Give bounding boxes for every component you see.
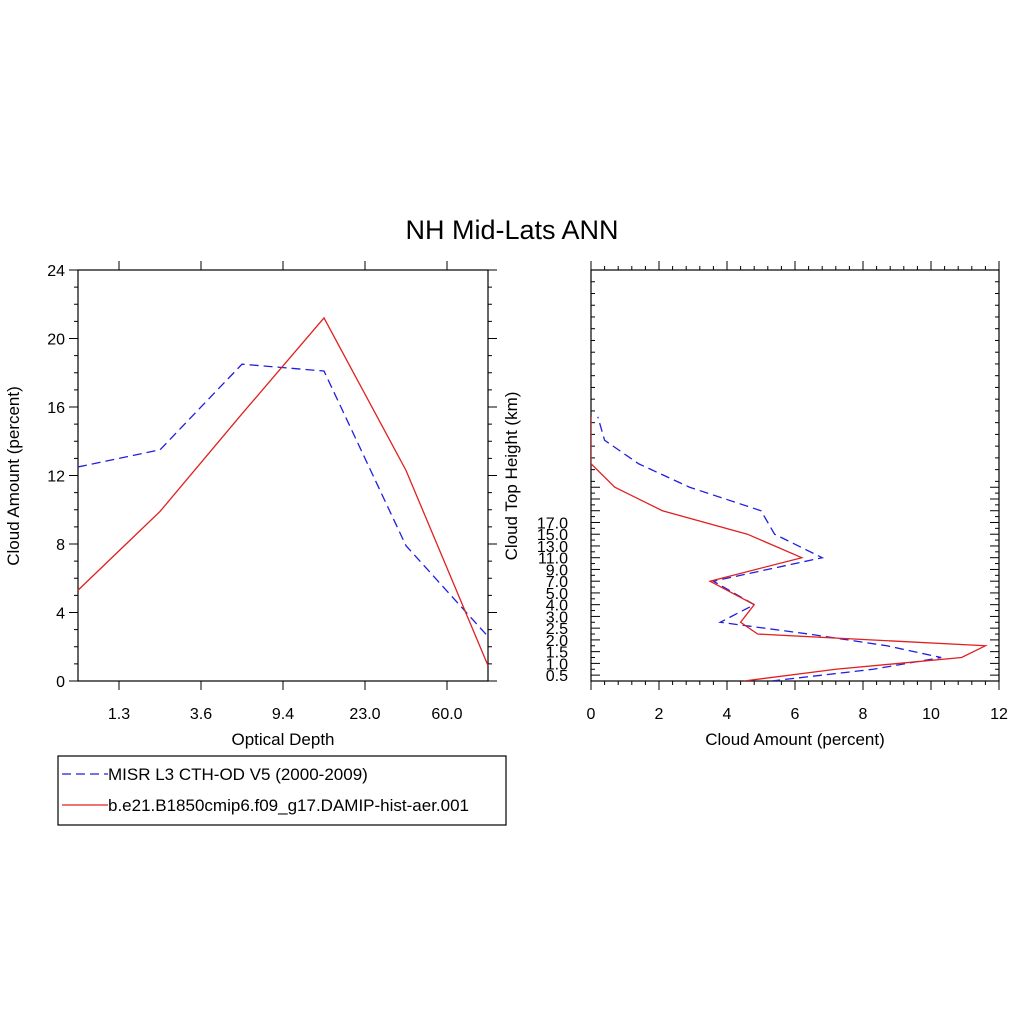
x-tick-label-right: 8 — [859, 706, 868, 723]
y-tick-label-right: 9.0 — [546, 562, 568, 579]
x-tick-label-right: 4 — [723, 706, 732, 723]
x-tick-label-left: 9.4 — [272, 706, 294, 723]
x-tick-label-right: 2 — [655, 706, 664, 723]
y-tick-label-right: 4.0 — [546, 598, 568, 615]
y-tick-label-left: 12 — [47, 469, 65, 486]
y-tick-label-right: 1.5 — [546, 645, 568, 662]
x-tick-label-left: 23.0 — [349, 706, 380, 723]
x-tick-label-right: 6 — [791, 706, 800, 723]
legend-label-obs: MISR L3 CTH-OD V5 (2000-2009) — [108, 765, 368, 784]
plot-frame-left — [77, 269, 489, 682]
y-tick-label-right: 2.5 — [546, 621, 568, 638]
y-tick-label-right: 17.0 — [537, 515, 568, 532]
y-tick-label-right: 0.5 — [546, 668, 568, 685]
y-tick-label-right: 11.0 — [538, 551, 568, 568]
y-axis-label-left: Cloud Amount (percent) — [4, 386, 23, 566]
y-tick-label-right: 5.0 — [546, 586, 568, 603]
y-tick-label-left: 4 — [56, 606, 65, 623]
y-tick-label-left: 16 — [47, 400, 65, 417]
y-tick-label-right: 3.0 — [546, 609, 568, 626]
x-tick-label-left: 1.3 — [108, 706, 130, 723]
y-tick-label-left: 0 — [56, 674, 65, 691]
y-tick-label-left: 8 — [56, 537, 65, 554]
y-tick-label-right: 1.0 — [546, 656, 568, 673]
series-line-right-obs — [597, 416, 942, 681]
y-tick-label-left: 24 — [47, 263, 65, 280]
left-series — [77, 316, 489, 666]
series-line-left-obs — [77, 363, 489, 637]
legend-box — [57, 755, 507, 826]
legend-label-model: b.e21.B1850cmip6.f09_g17.DAMIP-hist-aer.… — [108, 796, 469, 815]
x-tick-label-right: 12 — [990, 706, 1008, 723]
y-tick-label-right: 15.0 — [537, 527, 568, 544]
x-tick-label-right: 10 — [922, 706, 940, 723]
y-tick-label-left: 20 — [47, 332, 65, 349]
y-axis-label-right: Cloud Top Height (km) — [502, 392, 521, 561]
y-tick-label-right: 7.0 — [546, 574, 568, 591]
plot-frame-right — [590, 269, 1000, 682]
x-tick-label-left: 60.0 — [431, 706, 462, 723]
x-axis-label-right: Cloud Amount (percent) — [705, 730, 885, 749]
panel-optical-depth: 0 4 8 12 16 20 24 1.3 3.6 9.4 23.0 60.0 Optical Dep… — [4, 261, 497, 749]
x-tick-label-left: 3.6 — [190, 706, 212, 723]
series-line-right-model — [591, 416, 988, 681]
chart-title: NH Mid-Lats ANN — [405, 215, 618, 245]
right-series — [591, 416, 988, 681]
panel-cloud-top-height: 0 2 4 6 8 10 120.51.01.52.02.53.04.05.07.09.01… — [502, 261, 1008, 749]
left-ticks: 0 4 8 12 16 20 24 1.3 3.6 9.4 23.0 60.0 — [47, 261, 497, 723]
series-line-left-model — [77, 316, 489, 666]
right-ticks: 0 2 4 6 8 10 120.51.01.52.02.53.04.05.07.09.01… — [537, 261, 1008, 723]
legend: MISR L3 CTH-OD V5 (2000-2009) b.e21.B185… — [57, 755, 507, 826]
x-tick-label-right: 0 — [587, 706, 596, 723]
x-axis-label-left: Optical Depth — [232, 730, 335, 749]
y-tick-label-right: 2.0 — [546, 633, 568, 650]
y-tick-label-right: 13.0 — [537, 539, 568, 556]
